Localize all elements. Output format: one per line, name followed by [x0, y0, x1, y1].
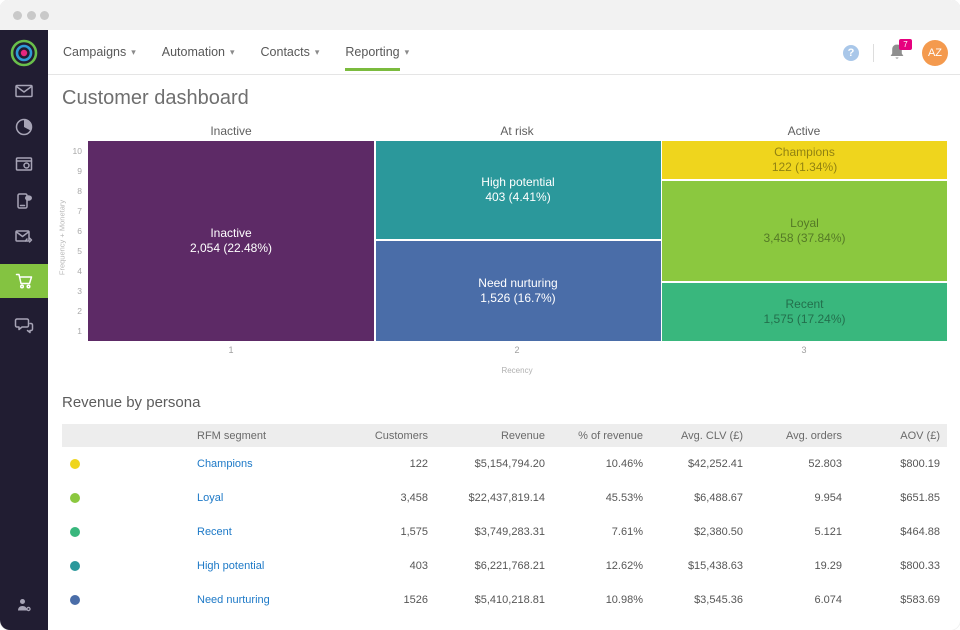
segment-color-dot: [70, 527, 80, 537]
y-tick-label: 7: [77, 206, 82, 216]
top-navigation: Campaigns ▾ Automation ▾ Contacts ▾ Repo…: [48, 30, 960, 75]
y-tick-label: 5: [77, 246, 82, 256]
col-header-aov[interactable]: AOV (£): [900, 429, 940, 442]
chevron-down-icon: ▾: [314, 46, 320, 57]
segment-block-high-potential[interactable]: High potential 403 (4.41%): [375, 141, 661, 239]
col-header-revenue[interactable]: Revenue: [500, 429, 545, 442]
segment-color-dot: [70, 459, 80, 469]
notification-badge: 7: [899, 38, 912, 50]
segment-link[interactable]: High potential: [197, 560, 265, 572]
chat-icon[interactable]: [0, 308, 48, 342]
y-tick-label: 4: [77, 266, 82, 276]
segment-block-loyal[interactable]: Loyal 3,458 (37.84%): [662, 180, 947, 281]
col-header-avg-clv[interactable]: Avg. CLV (£): [681, 429, 743, 442]
y-tick-label: 10: [72, 146, 82, 156]
nav-item-automation[interactable]: Automation ▾: [161, 45, 235, 59]
col-header-rfm-segment[interactable]: RFM segment: [197, 429, 267, 442]
pages-icon[interactable]: [0, 147, 48, 181]
y-tick-label: 6: [77, 226, 82, 236]
segment-color-dot: [70, 493, 80, 503]
col-header-customers[interactable]: Customers: [374, 429, 428, 442]
segment-link[interactable]: Champions: [197, 458, 253, 470]
table-title: Revenue by persona: [62, 394, 201, 411]
user-avatar[interactable]: AZ: [922, 39, 948, 66]
revenue-table: RFM segment Customers Revenue % of reven…: [62, 424, 947, 617]
nav-item-campaigns[interactable]: Campaigns ▾: [63, 45, 136, 59]
notifications-bell-icon[interactable]: 7: [888, 38, 912, 64]
y-tick-label: 1: [77, 326, 82, 336]
window-titlebar: [0, 0, 960, 30]
segment-color-dot: [70, 561, 80, 571]
segment-block-inactive[interactable]: Inactive 2,054 (22.48%): [88, 141, 374, 341]
x-tick-3: 3: [801, 345, 807, 355]
window-control-close-icon[interactable]: [13, 10, 22, 20]
table-header-row: RFM segment Customers Revenue % of reven…: [62, 424, 947, 447]
email-icon[interactable]: [0, 74, 48, 108]
x-axis-label: Recency: [501, 366, 533, 375]
table-row: Recent 1,575 $3,749,283.31 7.61% $2,380.…: [62, 515, 947, 549]
y-axis: 10 9 8 7 6 5 4 3 2 1: [48, 141, 82, 341]
x-tick-1: 1: [228, 345, 234, 355]
chart-column-header-at-risk: At risk: [500, 124, 534, 138]
segment-color-dot: [70, 595, 80, 605]
segment-link[interactable]: Need nurturing: [197, 594, 270, 606]
table-row: High potential 403 $6,221,768.21 12.62% …: [62, 549, 947, 583]
x-tick-2: 2: [514, 345, 520, 355]
page-title: Customer dashboard: [62, 87, 249, 109]
window-control-maximize-icon[interactable]: [40, 10, 49, 20]
app-sidebar: [0, 30, 48, 630]
col-header-pct-revenue[interactable]: % of revenue: [578, 429, 643, 442]
chart-column-header-inactive: Inactive: [210, 124, 252, 138]
reports-icon[interactable]: [0, 110, 48, 144]
nav-item-reporting[interactable]: Reporting ▾: [345, 45, 410, 71]
chevron-down-icon: ▾: [230, 46, 235, 57]
main-content: Campaigns ▾ Automation ▾ Contacts ▾ Repo…: [48, 30, 960, 630]
y-tick-label: 9: [77, 166, 82, 176]
window-control-minimize-icon[interactable]: [26, 10, 36, 20]
chevron-down-icon: ▾: [404, 46, 410, 57]
help-icon[interactable]: ?: [843, 44, 859, 61]
account-settings-icon[interactable]: [0, 588, 48, 622]
segment-block-champions[interactable]: Champions 122 (1.34%): [662, 141, 947, 179]
y-tick-label: 2: [77, 306, 82, 316]
commerce-icon[interactable]: [0, 264, 48, 298]
transactional-email-icon[interactable]: [0, 220, 48, 254]
y-axis-label: Frequency + Monetary: [57, 199, 67, 276]
table-row: Need nurturing 1526 $5,410,218.81 10.98%…: [62, 583, 947, 617]
nav-divider: [873, 43, 874, 62]
segment-block-need-nurturing[interactable]: Need nurturing 1,526 (16.7%): [375, 240, 661, 341]
nav-item-contacts[interactable]: Contacts ▾: [260, 45, 320, 59]
y-tick-label: 3: [77, 286, 82, 296]
table-row: Loyal 3,458 $22,437,819.14 45.53% $6,488…: [62, 481, 947, 515]
brand-logo[interactable]: [0, 36, 48, 70]
y-tick-label: 8: [77, 186, 82, 196]
segment-link[interactable]: Loyal: [197, 492, 224, 504]
table-row: Champions 122 $5,154,794.20 10.46% $42,2…: [62, 447, 947, 481]
sms-icon[interactable]: [0, 184, 48, 218]
chart-column-header-active: Active: [787, 124, 821, 138]
segment-block-recent[interactable]: Recent 1,575 (17.24%): [662, 282, 947, 341]
rfm-segment-chart: Inactive 2,054 (22.48%) High potential 4…: [88, 141, 947, 341]
segment-link[interactable]: Recent: [197, 526, 232, 538]
chevron-down-icon: ▾: [131, 46, 136, 57]
col-header-avg-orders[interactable]: Avg. orders: [785, 429, 842, 442]
